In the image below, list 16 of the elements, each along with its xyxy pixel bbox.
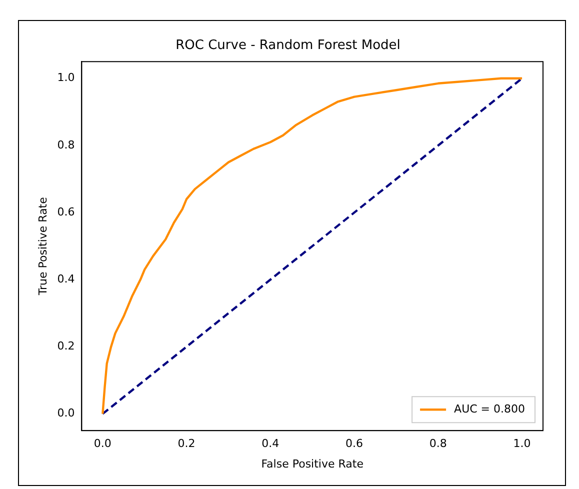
y-tick-label: 0.4 (57, 272, 75, 286)
y-tick-label: 0.0 (57, 406, 75, 420)
x-tick-label: 1.0 (513, 437, 531, 450)
chart-title: ROC Curve - Random Forest Model (176, 38, 400, 54)
legend-label: AUC = 0.800 (454, 402, 526, 416)
x-tick-label: 0.8 (429, 437, 447, 450)
x-tick-label: 0.4 (262, 437, 280, 450)
y-tick-label: 0.6 (57, 205, 75, 218)
y-tick-label: 0.2 (57, 340, 75, 353)
y-tick-label: 1.0 (57, 71, 75, 84)
x-tick-label: 0.0 (94, 437, 112, 450)
x-tick-label: 0.6 (346, 437, 364, 450)
y-axis-title: True Positive Rate (36, 196, 50, 296)
y-tick-label: 0.8 (57, 138, 75, 152)
x-axis-title: False Positive Rate (261, 457, 364, 470)
x-tick-label: 0.2 (178, 437, 196, 450)
